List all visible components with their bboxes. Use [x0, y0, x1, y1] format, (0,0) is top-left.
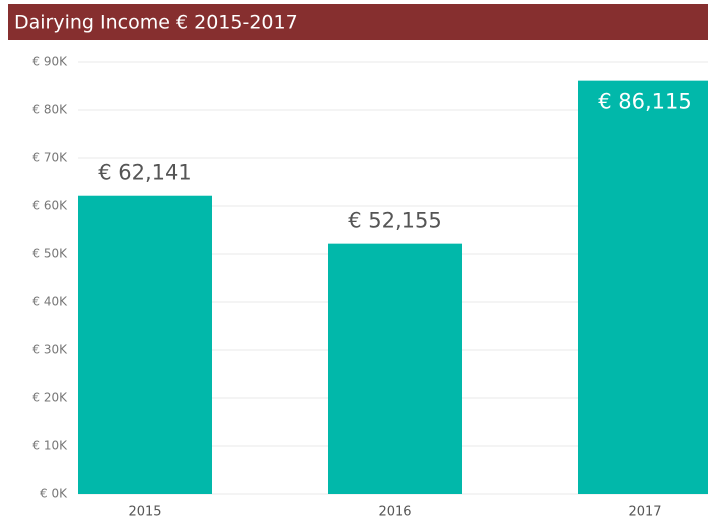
title-banner: [8, 4, 708, 40]
y-tick-label: € 20K: [32, 391, 68, 405]
bar: [78, 195, 212, 494]
y-tick-label: € 50K: [32, 247, 68, 261]
y-tick-label: € 30K: [32, 343, 68, 357]
y-tick-label: € 40K: [32, 295, 68, 309]
x-tick-label: 2017: [628, 505, 661, 520]
value-label: € 52,155: [348, 209, 442, 233]
y-tick-label: € 60K: [32, 199, 68, 213]
value-label: € 86,115: [598, 90, 692, 114]
y-tick-label: € 90K: [32, 55, 68, 69]
value-label: € 62,141: [98, 161, 192, 185]
bar: [578, 80, 708, 494]
y-tick-label: € 70K: [32, 151, 68, 165]
y-tick-label: € 80K: [32, 103, 68, 117]
bar: [328, 243, 462, 494]
x-tick-label: 2015: [128, 505, 161, 520]
y-tick-label: € 10K: [32, 439, 68, 453]
x-tick-label: 2016: [378, 505, 411, 520]
chart-title: Dairying Income € 2015-2017: [14, 12, 298, 34]
y-tick-label: € 0K: [40, 487, 68, 501]
